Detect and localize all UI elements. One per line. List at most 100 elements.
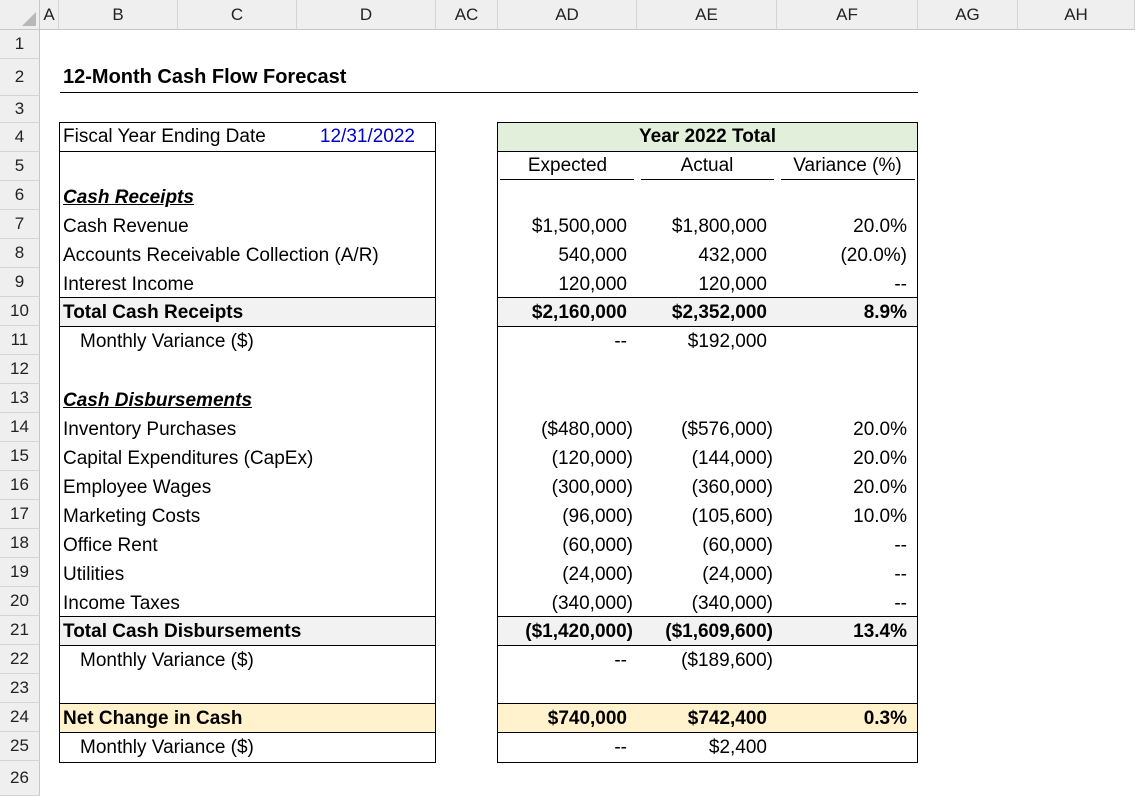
row-header[interactable]: 22 (0, 645, 40, 674)
row-header[interactable]: 18 (0, 529, 40, 558)
column-header-ag[interactable]: AG (918, 0, 1018, 30)
row-header[interactable]: 24 (0, 703, 40, 732)
fiscal-year-value[interactable]: 12/31/2022 (319, 126, 415, 147)
row-header[interactable]: 9 (0, 268, 40, 297)
disbursement-actual: (340,000) (691, 593, 773, 614)
left-box-left-border (59, 122, 60, 763)
row-header[interactable]: 13 (0, 384, 40, 413)
disbursement-expected: (96,000) (562, 506, 633, 527)
row-header[interactable]: 15 (0, 442, 40, 471)
net-change-fill-right (498, 704, 917, 732)
right-total-receipts-top (497, 297, 918, 298)
receipt-expected: 120,000 (558, 274, 627, 295)
row-header[interactable]: 1 (0, 30, 40, 59)
disbursement-actual: (144,000) (691, 448, 773, 469)
column-header-ae[interactable]: AE (637, 0, 777, 30)
right-net-top (497, 703, 918, 704)
net-change-fill-left (60, 704, 435, 732)
column-header-ac[interactable]: AC (436, 0, 498, 30)
row-header[interactable]: 3 (0, 96, 40, 123)
right-total-disb-top (497, 616, 918, 617)
total-receipts-actual: $2,352,000 (671, 302, 767, 323)
receipt-variance: -- (894, 274, 907, 295)
receipt-actual: 120,000 (698, 274, 767, 295)
receipt-label: Accounts Receivable Collection (A/R) (63, 245, 379, 266)
receipts-monthly-variance-actual: $192,000 (687, 331, 767, 352)
column-header-ah[interactable]: AH (1018, 0, 1135, 30)
fiscal-year-label: Fiscal Year Ending Date (63, 126, 266, 147)
row-header[interactable]: 6 (0, 181, 40, 210)
disbursement-variance: 20.0% (853, 448, 907, 469)
select-all-icon (22, 12, 36, 26)
column-header-d[interactable]: D (297, 0, 436, 30)
disbursement-label: Marketing Costs (63, 506, 201, 527)
row-header[interactable]: 12 (0, 355, 40, 384)
total-disbursements-label: Total Cash Disbursements (63, 621, 302, 642)
disbursement-expected: ($480,000) (541, 419, 633, 440)
disbursement-label: Utilities (63, 564, 125, 585)
row-header[interactable]: 26 (0, 761, 40, 796)
total-receipts-expected: $2,160,000 (531, 302, 627, 323)
receipt-expected: $1,500,000 (531, 216, 627, 237)
row-header[interactable]: 17 (0, 500, 40, 529)
column-header-ad[interactable]: AD (498, 0, 637, 30)
total-disbursements-fill-right (498, 617, 917, 645)
row-header[interactable]: 2 (0, 59, 40, 96)
row-header[interactable]: 20 (0, 587, 40, 616)
left-net-top (59, 703, 436, 704)
row-header[interactable]: 11 (0, 326, 40, 355)
disbursement-expected: (300,000) (551, 477, 633, 498)
receipt-label: Interest Income (63, 274, 194, 295)
column-header-a[interactable]: A (40, 0, 59, 30)
total-disbursements-actual: ($1,609,600) (665, 621, 773, 642)
row-header[interactable]: 14 (0, 413, 40, 442)
expected-header: Expected (527, 155, 608, 176)
row-header[interactable]: 16 (0, 471, 40, 500)
disbursement-label: Office Rent (63, 535, 158, 556)
receipt-actual: 432,000 (698, 245, 767, 266)
actual-header: Actual (680, 155, 734, 176)
disbursement-expected: (340,000) (551, 593, 633, 614)
actual-underline (641, 179, 774, 180)
disbursement-variance: 20.0% (853, 419, 907, 440)
cash-receipts-header: Cash Receipts (63, 187, 194, 208)
row-header[interactable]: 21 (0, 616, 40, 645)
left-total-receipts-top (59, 297, 436, 298)
disbursement-expected: (24,000) (562, 564, 633, 585)
disbursement-label: Income Taxes (63, 593, 180, 614)
disbursement-actual: (360,000) (691, 477, 773, 498)
row-header[interactable]: 7 (0, 210, 40, 239)
row-header[interactable]: 23 (0, 674, 40, 703)
net-monthly-variance-actual: $2,400 (708, 737, 767, 758)
row-header[interactable]: 10 (0, 297, 40, 326)
summary-header-border (497, 151, 918, 152)
row-header[interactable]: 5 (0, 152, 40, 181)
left-box-bottom-border (59, 762, 436, 763)
column-header-c[interactable]: C (178, 0, 297, 30)
right-box-bottom-border (497, 762, 918, 763)
right-box-right-border (917, 122, 918, 763)
net-change-label: Net Change in Cash (63, 708, 243, 729)
disbursement-actual: (105,600) (691, 506, 773, 527)
select-all-corner[interactable] (0, 0, 40, 30)
receipt-expected: 540,000 (558, 245, 627, 266)
left-box-top-border (59, 122, 436, 123)
summary-header-fill (498, 123, 917, 152)
row-header[interactable]: 8 (0, 239, 40, 268)
disbursement-label: Inventory Purchases (63, 419, 237, 440)
net-monthly-variance-expected: -- (614, 737, 627, 758)
disbursement-variance: -- (894, 535, 907, 556)
summary-header: Year 2022 Total (639, 126, 776, 147)
receipt-variance: 20.0% (853, 216, 907, 237)
row-header[interactable]: 25 (0, 732, 40, 761)
disbursement-expected: (120,000) (551, 448, 633, 469)
row-header[interactable]: 4 (0, 123, 40, 152)
left-total-receipts-bottom (59, 326, 436, 327)
column-header-b[interactable]: B (59, 0, 178, 30)
disbursements-monthly-variance-expected: -- (614, 650, 627, 671)
variance-header: Variance (%) (793, 155, 902, 176)
right-total-disb-bottom (497, 645, 918, 646)
column-header-af[interactable]: AF (777, 0, 918, 30)
row-header[interactable]: 19 (0, 558, 40, 587)
